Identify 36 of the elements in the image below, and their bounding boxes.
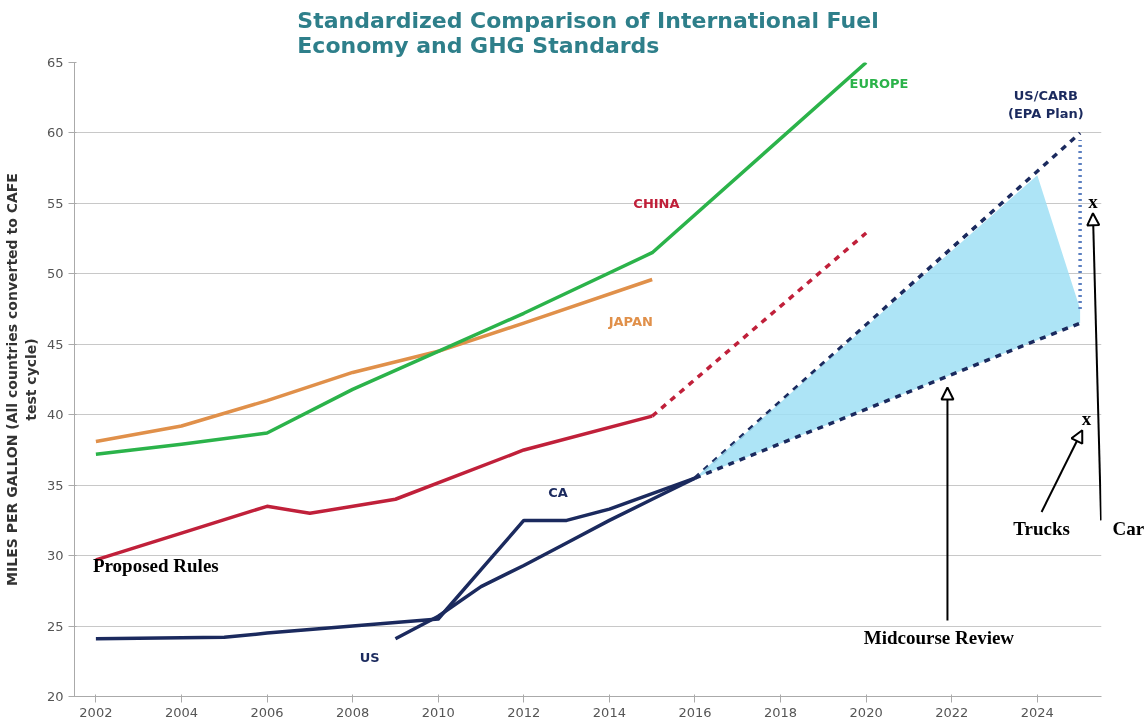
x-tick-label: 2004 (164, 704, 199, 719)
annotation: x (1088, 191, 1099, 213)
x-tick-label: 2006 (250, 704, 284, 719)
y-tick-label: 60 (46, 125, 64, 141)
y-tick-label: 65 (46, 55, 64, 70)
series-label: US/CARB (EPA Plan) (1008, 88, 1084, 122)
y-axis-title: MILES PER GALLON (All countries converted to CAFE test cycle) (3, 173, 39, 586)
y-tick-label: 40 (46, 407, 64, 423)
x-tick-label: 2010 (421, 704, 455, 719)
chart-title: Standardized Comparison of International Fuel Economy and GHG Standards (297, 7, 879, 58)
x-tick-label: 2014 (592, 704, 626, 719)
series-label: US (359, 649, 380, 665)
x-tick-label: 2002 (79, 704, 113, 719)
text: CHINA (633, 195, 680, 211)
annotation: Midcourse Review (863, 626, 1015, 648)
x-tick-label: 2018 (764, 704, 798, 719)
y-tick-label: 55 (46, 195, 64, 211)
x-tick-label: 2012 (507, 704, 541, 719)
y-tick-label: 25 (46, 618, 64, 634)
series-label: EUROPE (849, 76, 909, 92)
annotation: x (1081, 408, 1092, 430)
x-tick-label: 2020 (849, 704, 883, 719)
x-tick-label: 2022 (935, 704, 969, 719)
y-tick-label: 30 (46, 548, 64, 564)
x-tick-label: 2008 (336, 704, 370, 719)
y-tick-label: 45 (46, 336, 64, 352)
y-tick-label: 35 (46, 477, 64, 493)
series-label: JAPAN (607, 314, 653, 330)
annotation: Trucks (1013, 518, 1070, 540)
annotation: Proposed Rules (92, 554, 219, 576)
x-tick-label: 2024 (1020, 704, 1054, 719)
y-tick-label: 50 (46, 266, 64, 282)
x-tick-label: 2016 (678, 704, 712, 719)
series-label: CA (548, 484, 568, 500)
text: Car (1112, 518, 1145, 540)
y-tick-label: 20 (46, 689, 64, 704)
